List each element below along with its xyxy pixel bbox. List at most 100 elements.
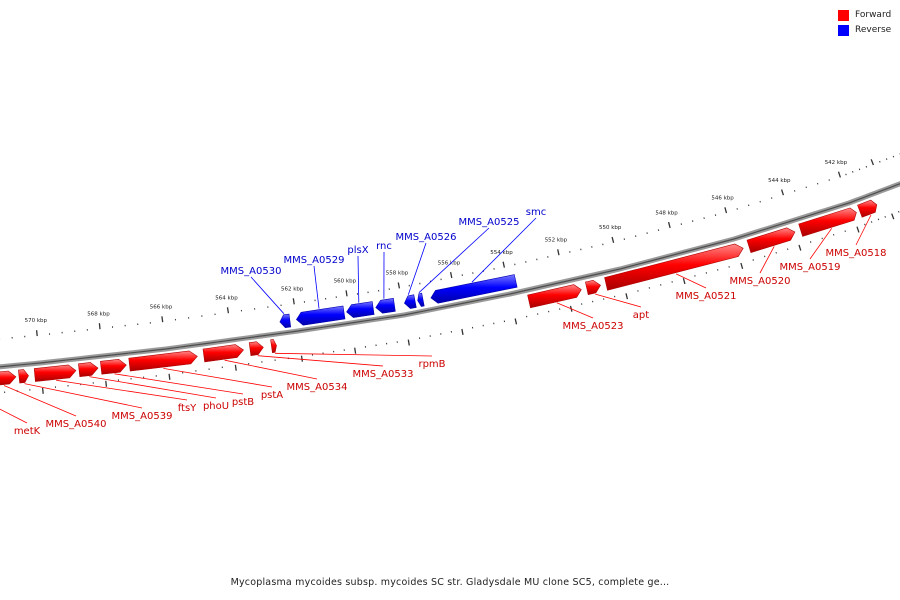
tick-label: 552 kbp bbox=[545, 238, 568, 244]
leader-mms-a0540 bbox=[3, 385, 77, 417]
tick-label: 548 kbp bbox=[655, 210, 678, 216]
gene-label-mms-a0518: MMS_A0518 bbox=[826, 248, 887, 259]
major-tick bbox=[292, 298, 295, 305]
major-tick bbox=[345, 290, 348, 297]
gene-label-rnc: rnc bbox=[376, 241, 392, 252]
gene-label-mms-a0526: MMS_A0526 bbox=[396, 232, 457, 243]
gene-label-mms-a0539: MMS_A0539 bbox=[112, 411, 173, 422]
legend-item-reverse: Reverse bbox=[838, 23, 900, 38]
major-tick bbox=[35, 330, 38, 337]
tick-label: 542 kbp bbox=[825, 160, 848, 166]
gene-label-mms-a0540: MMS_A0540 bbox=[46, 419, 107, 430]
gene-label-phou: phoU bbox=[203, 401, 229, 412]
gene-label-mms-a0533: MMS_A0533 bbox=[353, 369, 414, 380]
major-tick bbox=[611, 236, 615, 243]
gene-arrow-mms-a0521 bbox=[604, 243, 744, 291]
major-tick bbox=[667, 221, 671, 229]
minor-tick bbox=[885, 158, 888, 160]
major-tick bbox=[161, 316, 164, 323]
gene-arrow-mms-a0540 bbox=[0, 370, 17, 386]
tick-label: 554 kbp bbox=[490, 250, 513, 256]
gene-label-metk: metK bbox=[14, 426, 41, 437]
gene-label-mms-a0525: MMS_A0525 bbox=[459, 217, 520, 228]
gene-label-mms-a0530: MMS_A0530 bbox=[221, 266, 282, 277]
major-tick-lower bbox=[856, 226, 860, 233]
gene-arrow-mms-a0529 bbox=[296, 305, 346, 326]
major-tick-lower bbox=[891, 213, 895, 220]
gene-arrow-rpmb bbox=[270, 339, 277, 354]
major-tick-lower bbox=[461, 328, 464, 336]
major-tick-lower bbox=[234, 364, 237, 371]
minor-tick-lower bbox=[870, 221, 873, 223]
tick-label: 546 kbp bbox=[711, 196, 734, 202]
gene-label-mms-a0534: MMS_A0534 bbox=[287, 382, 348, 393]
gene-arrow-mms-a0520 bbox=[746, 227, 796, 253]
gene-features bbox=[0, 199, 878, 386]
major-tick-lower bbox=[682, 278, 686, 285]
leader-mms-a0520 bbox=[759, 246, 775, 274]
map-caption: Mycoplasma mycoides subsp. mycoides SC s… bbox=[230, 577, 670, 588]
leader-mms-a0519 bbox=[809, 228, 833, 260]
leader-smc bbox=[471, 217, 537, 283]
leader-mms-a0539 bbox=[24, 383, 143, 409]
minor-tick bbox=[858, 168, 861, 171]
tick-label: 558 kbp bbox=[386, 271, 409, 277]
gene-arrow-smc bbox=[430, 274, 518, 304]
leader-psta bbox=[163, 368, 273, 388]
gene-arrow-mms-a0523 bbox=[527, 284, 582, 309]
major-tick-lower bbox=[168, 373, 171, 380]
leader-plsx bbox=[357, 255, 360, 303]
gene-label-apt: apt bbox=[633, 310, 649, 321]
gene-label-pstb: pstB bbox=[232, 397, 254, 408]
major-tick bbox=[226, 307, 230, 314]
leader-ftsy bbox=[56, 379, 188, 401]
leader-mms-a0529 bbox=[313, 265, 320, 309]
gene-label-psta: pstA bbox=[261, 390, 283, 401]
gene-arrow-phou bbox=[78, 362, 99, 378]
tick-label: 562 kbp bbox=[281, 286, 304, 292]
gene-label-leaders bbox=[0, 214, 872, 424]
tick-label: 550 kbp bbox=[599, 225, 622, 231]
legend-swatch-forward bbox=[838, 10, 849, 21]
leader-mms-a0518 bbox=[855, 214, 872, 246]
major-tick bbox=[837, 171, 842, 178]
leader-mms-a0525 bbox=[418, 227, 490, 293]
gene-label-ftsy: ftsY bbox=[178, 403, 197, 414]
gene-arrow-mms-a0533 bbox=[248, 341, 264, 356]
major-tick-lower bbox=[740, 262, 744, 269]
gene-arrow-mms-a0539 bbox=[18, 369, 29, 384]
major-tick bbox=[724, 207, 728, 214]
major-tick bbox=[449, 271, 453, 279]
gene-arrow-mms-a0525 bbox=[417, 292, 425, 307]
major-tick-lower bbox=[41, 387, 44, 394]
tick-label: 560 kbp bbox=[334, 279, 357, 285]
gene-arrow-mms-a0526 bbox=[404, 294, 417, 309]
tick-label: 556 kbp bbox=[438, 260, 461, 266]
tick-label: 570 kbp bbox=[25, 318, 48, 324]
minor-tick-lower bbox=[898, 210, 900, 213]
sequence-backbone bbox=[0, 181, 900, 370]
gene-label-mms-a0520: MMS_A0520 bbox=[730, 276, 791, 287]
gene-arrow-pstb bbox=[100, 358, 127, 375]
tick-label: 566 kbp bbox=[150, 304, 173, 310]
major-tick bbox=[780, 189, 785, 196]
leader-phou bbox=[89, 376, 217, 399]
leader-apt bbox=[595, 293, 642, 308]
minor-tick bbox=[879, 160, 881, 163]
major-tick bbox=[557, 249, 560, 256]
tick-label: 564 kbp bbox=[215, 295, 238, 301]
major-tick-lower bbox=[407, 339, 410, 346]
leader-metk bbox=[0, 408, 28, 424]
leader-mms-a0523 bbox=[556, 302, 594, 319]
tick-marks: 542 kbp 544 kbp 546 kbp 548 kbp 550 kbp 552 k… bbox=[0, 153, 900, 394]
tick-label: 544 kbp bbox=[768, 178, 791, 184]
gene-arrow-psta bbox=[128, 350, 198, 372]
legend-label-forward: Forward bbox=[855, 10, 892, 20]
backbone-core bbox=[0, 183, 900, 368]
minor-tick-lower bbox=[864, 223, 866, 226]
gene-label-mms-a0519: MMS_A0519 bbox=[780, 262, 841, 273]
major-tick-lower bbox=[300, 355, 304, 362]
leader-rpmb bbox=[274, 352, 433, 357]
major-tick-lower bbox=[354, 347, 357, 354]
